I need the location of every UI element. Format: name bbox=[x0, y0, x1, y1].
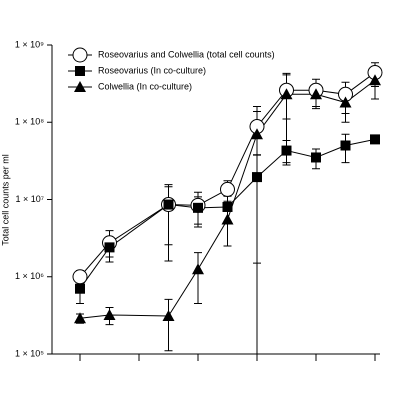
series-line bbox=[79, 138, 376, 290]
point bbox=[104, 242, 115, 253]
y-tick-label: 1 × 10⁷ bbox=[15, 194, 44, 204]
point bbox=[251, 128, 263, 140]
error-bar bbox=[164, 184, 173, 262]
legend-marker bbox=[75, 66, 85, 76]
point bbox=[193, 202, 203, 213]
point bbox=[252, 172, 262, 183]
point bbox=[221, 213, 234, 225]
point bbox=[103, 308, 116, 320]
point bbox=[162, 310, 175, 322]
point bbox=[281, 145, 292, 156]
point bbox=[370, 134, 380, 145]
point bbox=[72, 269, 88, 285]
point bbox=[74, 312, 86, 324]
y-axis-label: Total cell counts per ml bbox=[0, 154, 10, 246]
point bbox=[220, 181, 235, 197]
legend-label: Roseovarius (In co-culture) bbox=[98, 65, 206, 75]
series-line bbox=[79, 79, 376, 319]
y-tick-label: 1 × 10⁸ bbox=[15, 117, 44, 127]
point bbox=[222, 201, 233, 212]
point bbox=[369, 74, 381, 86]
error-bar bbox=[164, 298, 173, 352]
point bbox=[310, 88, 322, 100]
y-tick-label: 1 × 10⁹ bbox=[15, 39, 44, 49]
legend-label: Roseovarius and Colwellia (total cell co… bbox=[98, 49, 275, 59]
error-bar bbox=[253, 105, 261, 355]
legend-label: Colwellia (In co-culture) bbox=[98, 81, 192, 91]
legend-marker bbox=[74, 81, 86, 92]
y-tick-label: 1 × 10⁵ bbox=[15, 348, 44, 358]
error-bar bbox=[194, 252, 202, 305]
point bbox=[340, 140, 351, 151]
point bbox=[192, 263, 204, 275]
legend-box bbox=[62, 46, 290, 96]
series-line bbox=[79, 72, 376, 278]
point bbox=[163, 199, 174, 210]
point bbox=[75, 283, 85, 294]
legend-marker bbox=[72, 47, 88, 63]
point bbox=[339, 96, 352, 108]
point bbox=[280, 88, 293, 100]
point bbox=[311, 152, 321, 163]
y-tick-label: 1 × 10⁶ bbox=[15, 271, 44, 281]
